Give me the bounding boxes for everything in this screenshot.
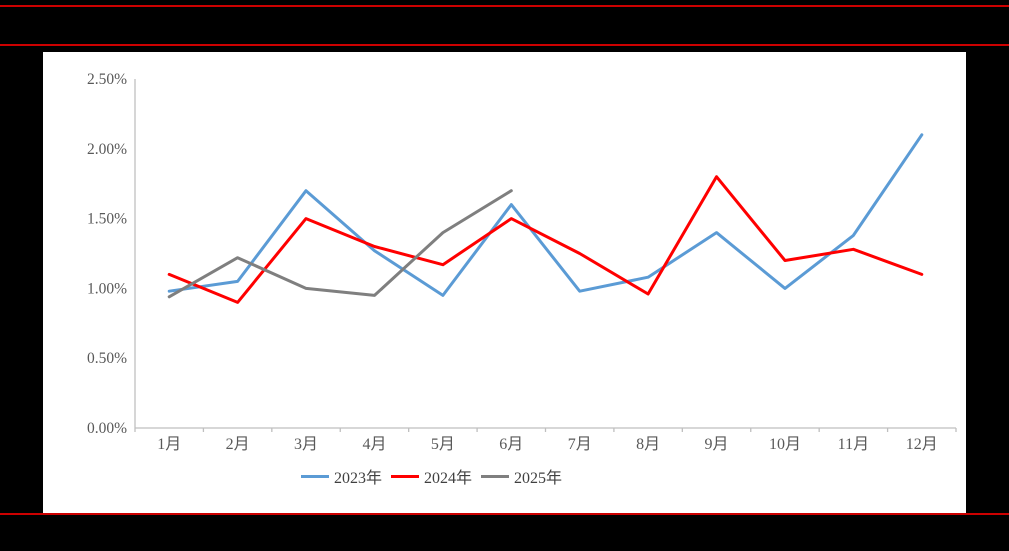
bottom-red-rule — [0, 513, 1009, 515]
x-tick-label: 11月 — [838, 436, 869, 453]
x-tick-label: 3月 — [294, 436, 318, 453]
y-tick-label: 1.50% — [87, 211, 127, 228]
series-line-2025年 — [167, 189, 513, 299]
line-chart: 0.00% 0.50% 1.00% 1.50% 2.00% 2.50% 1月 2月 3月 4月 5月… — [87, 71, 957, 453]
legend-swatch — [481, 474, 510, 478]
x-tick-label: 4月 — [362, 436, 386, 453]
x-tick-label: 10月 — [769, 436, 801, 453]
legend-swatch — [391, 474, 420, 478]
x-tick-label: 1月 — [157, 436, 181, 453]
x-tick-label: 8月 — [636, 436, 660, 453]
y-tick-label: 2.50% — [87, 71, 127, 88]
legend-label: 2025年 — [514, 470, 563, 487]
legend-swatch — [301, 474, 329, 478]
upper-red-rule — [0, 44, 1009, 46]
y-tick-label: 1.00% — [87, 280, 127, 297]
top-red-rule — [0, 5, 1009, 7]
x-tick-label: 12月 — [906, 436, 938, 453]
x-tick-label: 5月 — [431, 436, 455, 453]
legend-item-2023年: 2023年 — [301, 464, 382, 488]
x-tick-label: 9月 — [705, 436, 729, 453]
y-tick-label: 0.00% — [87, 420, 127, 437]
y-tick-label: 0.50% — [87, 350, 127, 367]
x-tick-label: 7月 — [568, 436, 592, 453]
chart-panel: 0.00% 0.50% 1.00% 1.50% 2.00% 2.50% 1月 2月 3月 4月 5月… — [43, 52, 966, 513]
legend-item-2025年: 2025年 — [481, 464, 562, 488]
legend-label: 2023年 — [334, 470, 383, 487]
x-tick-label: 6月 — [499, 436, 523, 453]
legend-item-2024年: 2024年 — [391, 464, 472, 488]
legend-label: 2024年 — [424, 470, 473, 487]
y-tick-label: 2.00% — [87, 141, 127, 158]
x-tick-label: 2月 — [226, 436, 250, 453]
series-line-2023年 — [167, 133, 924, 297]
chart-legend: 2023年 2024年 2025年 — [301, 464, 562, 488]
series-line-2024年 — [167, 175, 924, 304]
